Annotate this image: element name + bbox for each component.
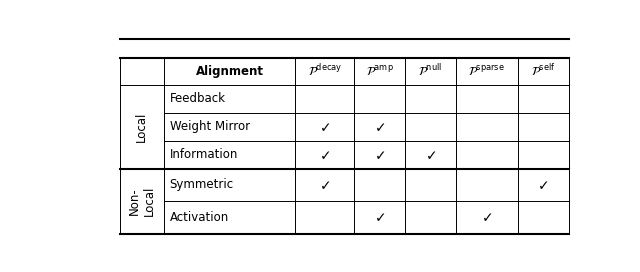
Text: $\checkmark$: $\checkmark$ bbox=[538, 178, 548, 192]
Text: $\mathcal{P}^{\mathrm{self}}$: $\mathcal{P}^{\mathrm{self}}$ bbox=[531, 63, 556, 79]
Text: Alignment: Alignment bbox=[196, 65, 264, 78]
Text: Local: Local bbox=[135, 112, 148, 142]
Text: $\checkmark$: $\checkmark$ bbox=[319, 120, 330, 134]
Text: Activation: Activation bbox=[170, 211, 229, 224]
Text: $\checkmark$: $\checkmark$ bbox=[374, 211, 385, 224]
Text: $\mathcal{P}^{\mathrm{sparse}}$: $\mathcal{P}^{\mathrm{sparse}}$ bbox=[468, 64, 505, 79]
Text: Information: Information bbox=[170, 148, 238, 161]
Text: $\mathcal{P}^{\mathrm{amp}}$: $\mathcal{P}^{\mathrm{amp}}$ bbox=[365, 64, 394, 78]
Text: Feedback: Feedback bbox=[170, 92, 225, 106]
Text: $\checkmark$: $\checkmark$ bbox=[481, 211, 492, 224]
Text: $\checkmark$: $\checkmark$ bbox=[425, 148, 436, 162]
Text: Non-
Local: Non- Local bbox=[127, 186, 156, 216]
Text: $\mathcal{P}^{\mathrm{null}}$: $\mathcal{P}^{\mathrm{null}}$ bbox=[419, 63, 443, 79]
Text: $\checkmark$: $\checkmark$ bbox=[374, 148, 385, 162]
Text: $\checkmark$: $\checkmark$ bbox=[374, 120, 385, 134]
Text: $\checkmark$: $\checkmark$ bbox=[319, 148, 330, 162]
Text: $\checkmark$: $\checkmark$ bbox=[319, 178, 330, 192]
Text: $\mathcal{P}^{\mathrm{decay}}$: $\mathcal{P}^{\mathrm{decay}}$ bbox=[308, 63, 342, 79]
Text: Weight Mirror: Weight Mirror bbox=[170, 120, 250, 133]
Text: Symmetric: Symmetric bbox=[170, 178, 234, 191]
